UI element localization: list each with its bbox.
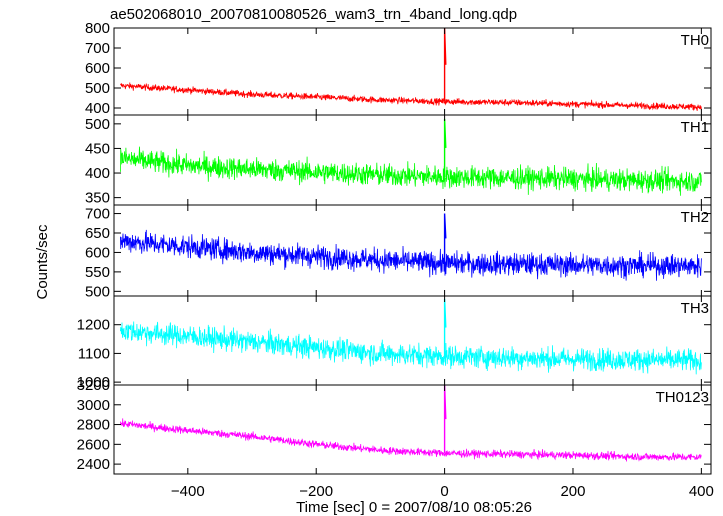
panel-frame <box>113 204 712 297</box>
y-tick-label: 400 <box>85 100 110 117</box>
panel-th3: 1000 1100 1200 TH3 <box>77 295 712 391</box>
x-tick-label: 400 <box>689 483 714 500</box>
burst-spike <box>443 118 447 177</box>
series-line-th2 <box>120 229 702 281</box>
x-tick-label: 200 <box>560 483 585 500</box>
panel-frame <box>113 27 712 116</box>
panel-th1: 350 400 450 500 TH1 <box>85 114 712 207</box>
panel-th2: 500 550 600 650 700 TH2 <box>85 204 712 300</box>
panel-label: TH0 <box>681 32 709 49</box>
y-tick-label: 2600 <box>77 436 110 453</box>
x-tick-label: −200 <box>299 483 333 500</box>
y-tick-label: 600 <box>85 60 110 77</box>
panel-label: TH0123 <box>656 389 709 406</box>
x-tick-labels: −400 −200 0 200 400 <box>171 483 714 500</box>
y-tick-label: 450 <box>85 140 110 157</box>
y-tick-label: 700 <box>85 40 110 57</box>
y-tick-label: 2400 <box>77 456 110 473</box>
y-tick-label: 500 <box>85 80 110 97</box>
y-tick-label: 600 <box>85 244 110 261</box>
burst-spike <box>443 385 447 454</box>
y-tick-label: 1200 <box>77 317 110 334</box>
series-line-th0123 <box>120 418 702 462</box>
y-tick-label: 400 <box>85 165 110 182</box>
chart-title: ae502068010_20070810080526_wam3_trn_4ban… <box>110 6 517 23</box>
x-tick-label: 0 <box>440 483 448 500</box>
y-tick-label: 2800 <box>77 417 110 434</box>
x-axis-label: Time [sec] 0 = 2007/08/10 08:05:26 <box>296 499 532 516</box>
y-tick-label: 1000 <box>77 374 110 391</box>
panel-frame <box>113 384 712 475</box>
y-tick-label: 1100 <box>78 345 110 362</box>
y-axis-label: Counts/sec <box>34 224 51 300</box>
series-line-th1 <box>120 146 702 196</box>
series-line-th3 <box>120 321 702 375</box>
y-tick-label: 650 <box>85 225 110 242</box>
panel-th0: 400 500 600 700 800 TH0 <box>85 20 712 117</box>
x-tick-label: −400 <box>171 483 205 500</box>
panel-label: TH1 <box>681 119 709 136</box>
y-tick-label: 3200 <box>77 377 110 394</box>
y-tick-label: 3000 <box>77 397 110 414</box>
panel-label: TH3 <box>681 300 709 317</box>
y-tick-label: 550 <box>85 264 110 281</box>
burst-spike <box>443 28 447 102</box>
panel-label: TH2 <box>681 209 709 226</box>
y-tick-label: 350 <box>85 190 110 207</box>
y-tick-label: 500 <box>85 116 110 133</box>
series-line-th0 <box>120 82 702 112</box>
burst-spike <box>443 213 447 264</box>
y-tick-label: 500 <box>85 283 110 300</box>
y-tick-label: 800 <box>85 20 110 37</box>
y-tick-label: 700 <box>85 206 110 223</box>
panel-th0123: 2400 2600 2800 3000 3200 TH0123 <box>77 377 712 475</box>
